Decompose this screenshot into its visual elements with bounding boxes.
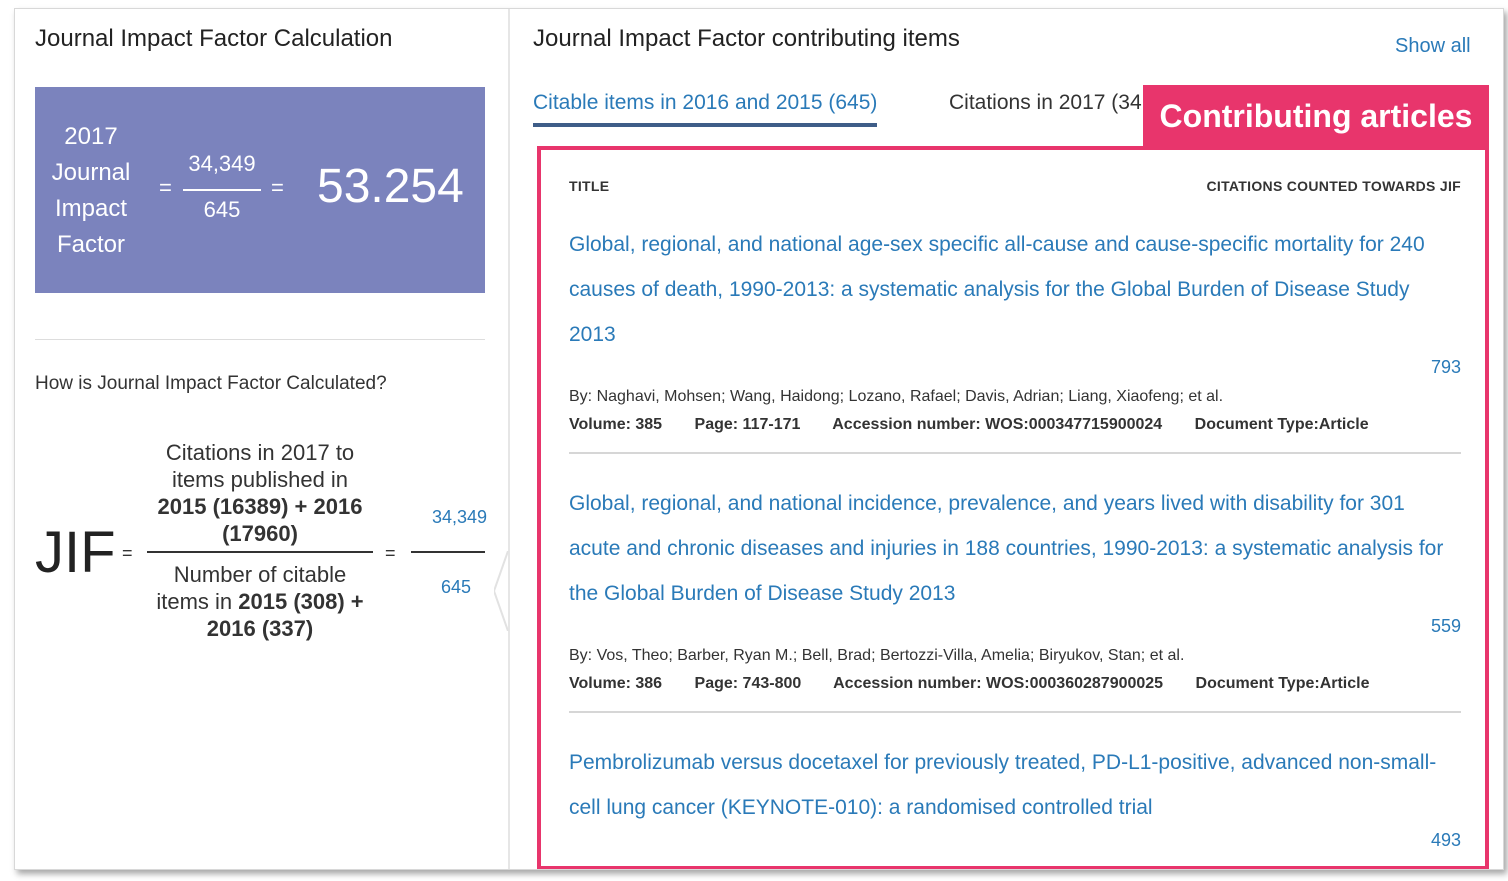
contributing-articles-highlight: TITLE CITATIONS COUNTED TOWARDS JIF Glob…	[537, 146, 1489, 869]
left-divider	[35, 339, 485, 340]
formula-small-denominator[interactable]: 645	[440, 577, 471, 597]
item-separator	[569, 452, 1461, 454]
equals-sign: =	[271, 175, 284, 200]
jif-summary-box: 2017 Journal Impact Factor = 34,349 645 …	[35, 87, 485, 293]
formula-fraction-line	[147, 551, 373, 553]
denominator-line-3: 2016 (337)	[206, 616, 314, 641]
citation-count[interactable]: 559	[1430, 616, 1461, 636]
box-fraction-line	[183, 189, 261, 191]
article-accession: Accession number: WOS:000347715900024	[832, 416, 1163, 433]
formula-small-numerator[interactable]: 34,349	[431, 507, 487, 527]
denominator-text: items in	[156, 589, 239, 614]
tab-citable-items[interactable]: Citable items in 2016 and 2015 (645)	[533, 91, 878, 127]
list-item: Global, regional, and national age-sex s…	[569, 222, 1461, 454]
denominator-line-2: items in 2015 (308) +	[147, 588, 373, 615]
right-panel-title: Journal Impact Factor contributing items	[533, 25, 960, 52]
article-authors: By: Naghavi, Mohsen; Wang, Haidong; Loza…	[569, 388, 1224, 405]
denominator-bold: 2015 (308) +	[238, 589, 364, 614]
equals-sign: =	[159, 175, 172, 200]
box-denominator: 645	[203, 197, 241, 222]
list-item: Pembrolizumab versus docetaxel for previ…	[569, 740, 1461, 851]
article-title-link[interactable]: Global, regional, and national age-sex s…	[569, 233, 1425, 346]
list-header: TITLE CITATIONS COUNTED TOWARDS JIF	[569, 178, 1461, 194]
numerator-line-4: (17960)	[222, 521, 298, 546]
jif-value: 53.254	[317, 160, 464, 213]
column-title: TITLE	[569, 178, 610, 194]
article-doctype: Document Type:Article	[1195, 675, 1370, 692]
numerator-line-2: items published in	[171, 467, 349, 492]
jif-panel: Journal Impact Factor Calculation 2017 J…	[14, 8, 1504, 870]
contributing-articles-callout: Contributing articles	[1143, 85, 1489, 147]
panel-pointer-notch	[494, 551, 509, 631]
jif-label-factor: Factor	[56, 231, 125, 258]
denominator-line-1: Number of citable	[173, 562, 347, 587]
article-page: Page: 117-171	[694, 416, 801, 433]
article-page: Page: 743-800	[694, 675, 802, 692]
article-accession: Accession number: WOS:000360287900025	[833, 675, 1164, 692]
numerator-line-3: 2015 (16389) + 2016	[157, 494, 363, 519]
jif-label-journal: Journal	[51, 159, 131, 186]
jif-label-impact: Impact	[54, 195, 128, 222]
article-volume: Volume: 385	[569, 416, 663, 433]
article-meta: Volume: 386 Page: 743-800 Accession numb…	[569, 675, 1461, 693]
citation-count[interactable]: 793	[1430, 357, 1461, 377]
article-title-link[interactable]: Pembrolizumab versus docetaxel for previ…	[569, 751, 1437, 819]
formula-small-line	[411, 551, 485, 553]
citation-count[interactable]: 493	[1430, 830, 1461, 850]
formula-equals: =	[122, 543, 133, 563]
list-item: Global, regional, and national incidence…	[569, 481, 1461, 713]
article-doctype: Document Type:Article	[1194, 416, 1369, 433]
formula-denominator: Number of citable items in 2015 (308) + …	[147, 561, 373, 642]
article-authors: By: Vos, Theo; Barber, Ryan M.; Bell, Br…	[569, 647, 1185, 664]
jif-formula-label: JIF	[35, 520, 116, 585]
box-numerator: 34,349	[188, 151, 256, 176]
article-volume: Volume: 386	[569, 675, 663, 692]
article-meta: Volume: 385 Page: 117-171 Accession numb…	[569, 416, 1461, 434]
column-citations: CITATIONS COUNTED TOWARDS JIF	[1206, 178, 1461, 194]
show-all-link[interactable]: Show all	[1395, 35, 1471, 57]
how-calculated-heading: How is Journal Impact Factor Calculated?	[35, 373, 387, 394]
jif-year: 2017	[64, 123, 118, 150]
jif-box-label: 2017 Journal Impact Factor	[45, 119, 137, 263]
numerator-line-1: Citations in 2017 to	[165, 440, 355, 465]
article-title-link[interactable]: Global, regional, and national incidence…	[569, 492, 1444, 605]
formula-equals: =	[385, 543, 396, 563]
formula-numerator: Citations in 2017 to items published in …	[147, 439, 373, 547]
left-panel-title: Journal Impact Factor Calculation	[35, 25, 393, 52]
tab-citations[interactable]: Citations in 2017 (34	[949, 91, 1142, 114]
panel-divider	[508, 9, 510, 869]
item-separator	[569, 711, 1461, 713]
